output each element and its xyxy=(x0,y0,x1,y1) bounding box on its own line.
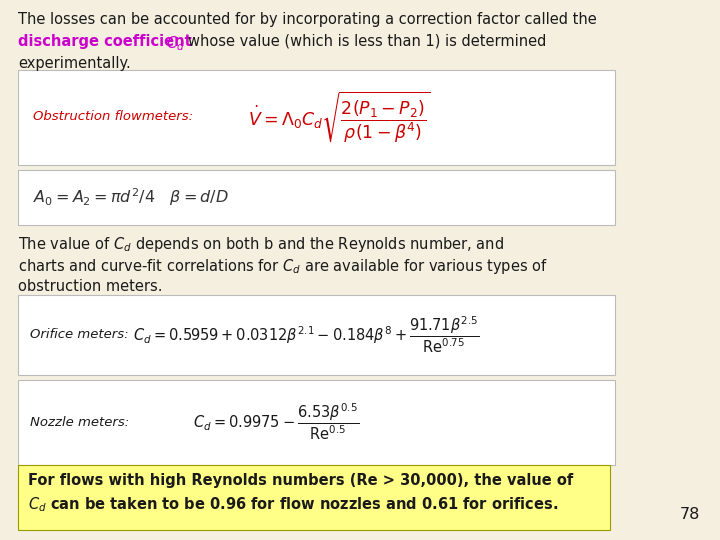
Text: experimentally.: experimentally. xyxy=(18,56,131,71)
Text: $C_d$ can be taken to be 0.96 for flow nozzles and 0.61 for orifices.: $C_d$ can be taken to be 0.96 for flow n… xyxy=(28,495,558,514)
Text: Nozzle meters:: Nozzle meters: xyxy=(30,415,130,429)
Text: The value of $C_d$ depends on both b and the Reynolds number, and: The value of $C_d$ depends on both b and… xyxy=(18,235,504,254)
Text: whose value (which is less than 1) is determined: whose value (which is less than 1) is de… xyxy=(188,34,546,49)
Text: $C_d = 0.5959 + 0.0312\beta^{2.1} - 0.184\beta^{8} + \dfrac{91.71\beta^{2.5}}{\m: $C_d = 0.5959 + 0.0312\beta^{2.1} - 0.18… xyxy=(133,314,480,355)
Bar xyxy=(18,170,615,225)
Bar xyxy=(18,465,610,530)
Text: $C_d$: $C_d$ xyxy=(166,34,185,53)
Text: discharge coefficient: discharge coefficient xyxy=(18,34,197,49)
Text: Orifice meters:: Orifice meters: xyxy=(30,328,129,341)
Text: For flows with high Reynolds numbers (Re > 30,000), the value of: For flows with high Reynolds numbers (Re… xyxy=(28,473,573,488)
Bar xyxy=(18,380,615,465)
Text: 78: 78 xyxy=(680,507,700,522)
Bar xyxy=(18,70,615,165)
Bar xyxy=(18,295,615,375)
Text: Obstruction flowmeters:: Obstruction flowmeters: xyxy=(33,111,193,124)
Text: $C_d = 0.9975 - \dfrac{6.53\beta^{0.5}}{\mathrm{Re}^{0.5}}$: $C_d = 0.9975 - \dfrac{6.53\beta^{0.5}}{… xyxy=(193,402,359,442)
Text: charts and curve-fit correlations for $C_d$ are available for various types of: charts and curve-fit correlations for $C… xyxy=(18,257,548,276)
Text: $\dot{V} = \Lambda_0 C_d \sqrt{\dfrac{2(P_1 - P_2)}{\rho(1 - \beta^4)}}$: $\dot{V} = \Lambda_0 C_d \sqrt{\dfrac{2(… xyxy=(248,90,431,145)
Text: $A_0 = A_2 = \pi d^2/4 \quad \beta = d/D$: $A_0 = A_2 = \pi d^2/4 \quad \beta = d/D… xyxy=(33,186,229,208)
Text: The losses can be accounted for by incorporating a correction factor called the: The losses can be accounted for by incor… xyxy=(18,12,597,27)
Text: obstruction meters.: obstruction meters. xyxy=(18,279,163,294)
Text: $0.25 < \beta < 0.75 \quad \mathrm{and} \quad 10^4 < \mathrm{Re} < 10^7$: $0.25 < \beta < 0.75 \quad \mathrm{and} … xyxy=(224,480,496,502)
